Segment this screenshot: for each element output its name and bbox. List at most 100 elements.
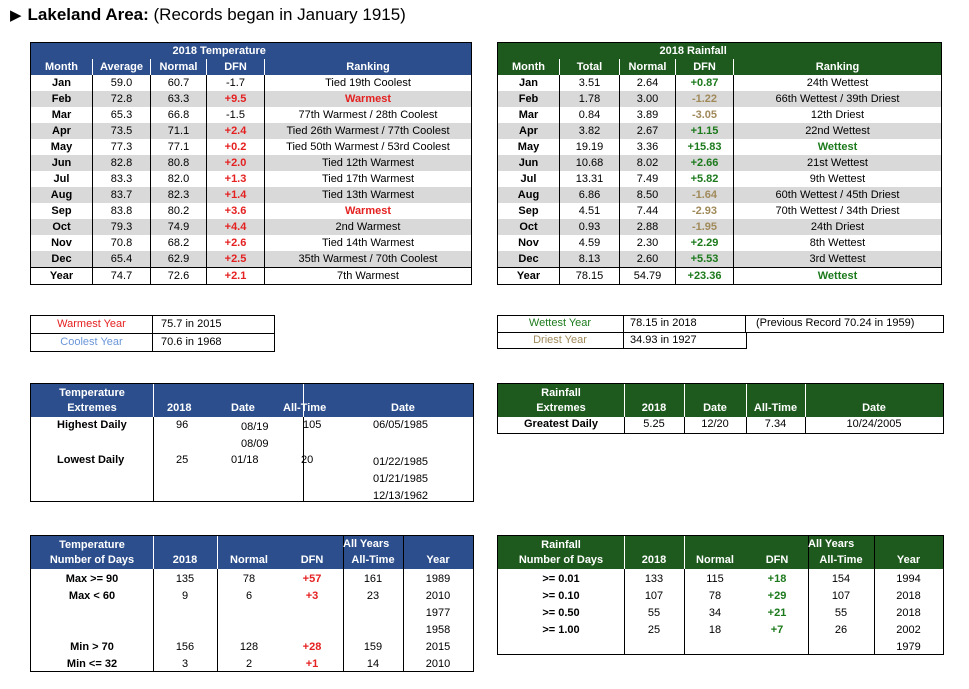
table-cell: 66.8 bbox=[150, 107, 207, 123]
table-row: Feb 72.8 63.3 +9.5 Warmest bbox=[30, 91, 472, 107]
rain-extremes-col-alltime: All-Time bbox=[753, 402, 798, 414]
table-cell: 3.36 bbox=[619, 139, 676, 155]
cell-year: 2015 bbox=[425, 641, 451, 653]
raindays-title: Rainfall bbox=[541, 539, 581, 551]
lowest-daily-date: 01/18 bbox=[231, 454, 259, 466]
cell-year: 1958 bbox=[425, 624, 451, 636]
raindays-subtitle: Number of Days bbox=[518, 554, 604, 566]
table-cell: 62.9 bbox=[150, 251, 207, 268]
row-label: >= 0.01 bbox=[542, 573, 580, 585]
table-cell: 8.13 bbox=[559, 251, 620, 268]
table-row: Jul 83.3 82.0 +1.3 Tied 17th Warmest bbox=[31, 171, 472, 187]
table-cell: 65.3 bbox=[92, 107, 151, 123]
cell-year: 1989 bbox=[425, 573, 451, 585]
table-cell: +9.5 bbox=[206, 91, 265, 107]
table-cell: -1.5 bbox=[206, 107, 265, 123]
table-cell: Nov bbox=[518, 236, 539, 249]
table-cell: 82.3 bbox=[150, 187, 207, 203]
tempdays-col-dfn: DFN bbox=[300, 554, 324, 566]
lowest-daily-alltime-dates: 01/22/1985 01/21/1985 12/13/1962 bbox=[373, 456, 429, 502]
cell-n: 78 bbox=[242, 573, 256, 585]
temp-extremes-col-date: Date bbox=[231, 402, 255, 414]
coolest-year-label: Coolest Year bbox=[60, 336, 123, 348]
rainfall-monthly-table: 2018 Rainfall Month Total Normal DFN Ranking… bbox=[497, 42, 942, 285]
table-row: Year 74.7 72.6 +2.1 7th Warmest bbox=[30, 267, 472, 285]
cell-at: 26 bbox=[834, 624, 848, 636]
table-row: Dec 65.4 62.9 +2.5 35th Warmest / 70th Coole… bbox=[30, 251, 472, 268]
table-cell: 3.51 bbox=[559, 75, 620, 91]
table-cell: 2.64 bbox=[619, 75, 676, 91]
row-label: Min <= 32 bbox=[66, 658, 118, 670]
table-cell: 7th Warmest bbox=[264, 267, 472, 285]
greatest-daily-alltime-date: 10/24/2005 bbox=[846, 418, 902, 430]
table-cell: May bbox=[517, 140, 540, 153]
table-cell: Feb bbox=[497, 91, 560, 107]
tempdays-subtitle: Number of Days bbox=[49, 554, 135, 566]
rain-col-month: Month bbox=[497, 59, 560, 75]
cell-d: +7 bbox=[770, 624, 784, 636]
cell-at: 14 bbox=[366, 658, 380, 670]
table-cell: 2.30 bbox=[619, 235, 676, 251]
table-cell: Warmest bbox=[264, 91, 472, 107]
warmest-year-value: 75.7 in 2015 bbox=[152, 315, 275, 334]
cell-year: 1994 bbox=[896, 573, 921, 585]
table-cell: 10.68 bbox=[559, 155, 620, 171]
table-cell: 68.2 bbox=[150, 235, 207, 251]
tempdays-col-year: Year bbox=[426, 554, 450, 566]
table-row: May 19.19 3.36 +15.83 Wettest bbox=[498, 139, 942, 155]
raindays-col-dfn: DFN bbox=[765, 554, 789, 566]
wettest-year-row bbox=[497, 315, 944, 333]
raindays-col-all-time: All-Time bbox=[819, 554, 863, 566]
table-cell: 2.60 bbox=[619, 251, 676, 268]
table-cell: Wettest bbox=[733, 139, 942, 155]
table-cell: -1.64 bbox=[675, 187, 734, 203]
table-cell: +1.4 bbox=[206, 187, 265, 203]
cell-v: 156 bbox=[175, 641, 195, 653]
table-row: Oct 0.93 2.88 -1.95 24th Driest bbox=[497, 219, 942, 235]
table-cell: Aug bbox=[30, 187, 93, 203]
rain-extremes-col-date: Date bbox=[703, 402, 727, 414]
cell-d: +18 bbox=[767, 573, 787, 585]
table-cell: Warmest bbox=[264, 203, 472, 219]
highest-daily-label: Highest Daily bbox=[57, 419, 127, 431]
tempdays-col-2018: 2018 bbox=[172, 554, 198, 566]
table-cell: 22nd Wettest bbox=[733, 123, 942, 139]
temperature-extremes-table: Temperature Extremes 2018 Date All-Time … bbox=[30, 383, 474, 502]
table-cell: 82.0 bbox=[150, 171, 207, 187]
table-cell: Jan bbox=[519, 76, 538, 89]
table-cell: 1.78 bbox=[559, 91, 620, 107]
table-row: Aug 83.7 82.3 +1.4 Tied 13th Warmest bbox=[30, 187, 472, 203]
cell-n: 34 bbox=[708, 607, 722, 619]
table-cell: 7.49 bbox=[619, 171, 676, 187]
table-cell: 9th Wettest bbox=[733, 171, 942, 187]
greatest-daily-alltime: 7.34 bbox=[764, 418, 787, 430]
highest-daily-2018: 96 bbox=[176, 419, 189, 431]
temperature-year-records: Warmest Year 75.7 in 2015 Coolest Year 70.… bbox=[30, 315, 275, 352]
temperature-monthly-table: 2018 Temperature Month Average Normal DFN Ra… bbox=[30, 42, 472, 285]
cell-v: 55 bbox=[647, 607, 661, 619]
cell-at: 161 bbox=[363, 573, 383, 585]
table-row: Jan 59.0 60.7 -1.7 Tied 19th Coolest bbox=[31, 75, 472, 91]
cell-v: 107 bbox=[644, 590, 664, 602]
table-cell: Jun bbox=[497, 155, 560, 171]
row-label: >= 0.50 bbox=[542, 607, 580, 619]
table-cell: 3.00 bbox=[619, 91, 676, 107]
table-cell: Year bbox=[516, 269, 541, 282]
table-row: Dec 8.13 2.60 +5.53 3rd Wettest bbox=[497, 251, 942, 268]
raindays-col-year: Year bbox=[896, 554, 921, 566]
table-cell: Wettest bbox=[733, 267, 942, 285]
raindays-col-2018: 2018 bbox=[641, 554, 667, 566]
temperature-extremes-subtitle: Extremes bbox=[67, 402, 117, 414]
table-cell: 66th Wettest / 39th Driest bbox=[733, 91, 942, 107]
table-cell: 8th Wettest bbox=[733, 235, 942, 251]
cell-n: 2 bbox=[245, 658, 253, 670]
temperature-days-table: Temperature Number of Days All Years 2018 No… bbox=[30, 535, 474, 672]
table-cell: Oct bbox=[497, 219, 560, 235]
table-row: Mar 0.84 3.89 -3.05 12th Driest bbox=[498, 107, 942, 123]
driest-year-value: 34.93 in 1927 bbox=[630, 334, 697, 346]
table-cell: 8.50 bbox=[619, 187, 676, 203]
table-cell: Jul bbox=[520, 172, 537, 185]
table-row: May 77.3 77.1 +0.2 Tied 50th Warmest / 53rd … bbox=[31, 139, 472, 155]
temp-col-dfn: DFN bbox=[206, 59, 265, 75]
table-cell: +5.53 bbox=[675, 251, 734, 268]
